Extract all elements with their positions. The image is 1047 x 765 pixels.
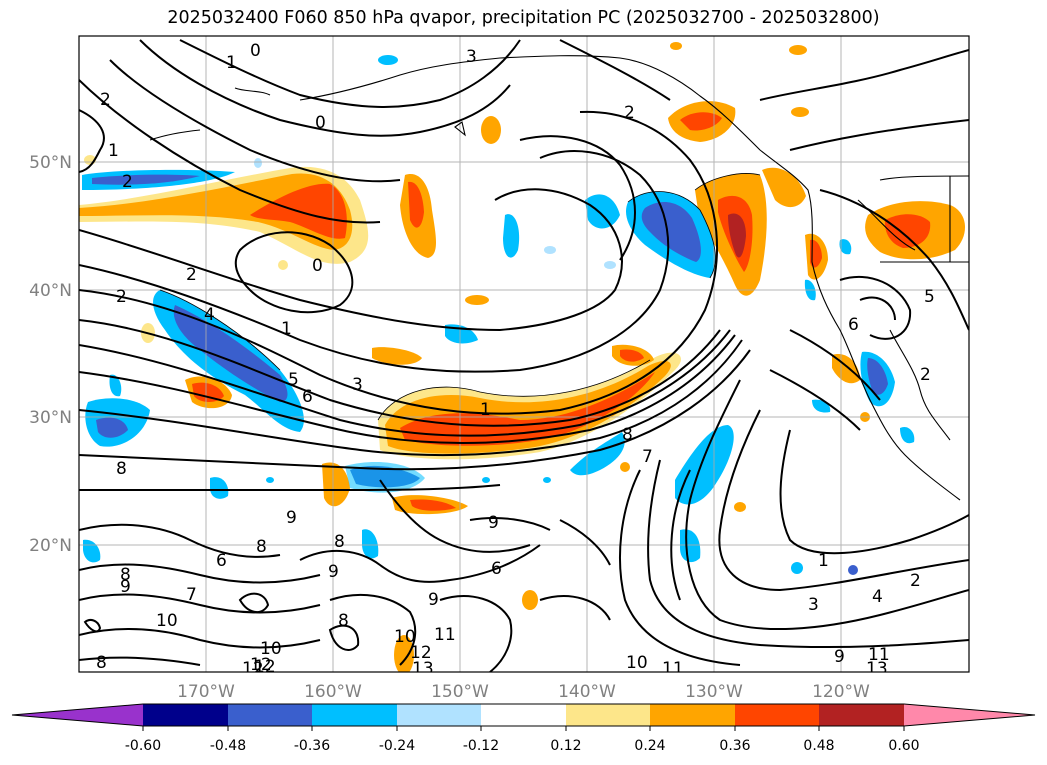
contour-label: 8: [120, 565, 131, 585]
map-plot-area: 0 1 2 3 2 1 2 0 2 1 0 2 3 4 5 6 8 9 8 6 …: [79, 36, 969, 679]
contour-label: 8: [338, 611, 349, 631]
precip-shading: [79, 42, 966, 672]
contour-label: 9: [286, 508, 297, 528]
contour-label: 7: [186, 585, 197, 605]
contour-label: 7: [642, 447, 653, 467]
contour-label: 0: [315, 113, 326, 133]
lon-label-170w: 170°W: [177, 682, 235, 702]
colorbar: -0.60 -0.48 -0.36 -0.24 -0.12 0.12 0.24 …: [11, 703, 1036, 754]
lat-label-20: 20°N: [29, 536, 72, 556]
contour-label: 1: [480, 400, 491, 420]
contour-label: 1: [108, 141, 119, 161]
colorbar-tick-label: 0.48: [803, 738, 834, 754]
lon-label-130w: 130°W: [685, 682, 743, 702]
map-frame: [78, 35, 970, 673]
contour-label: 9: [488, 513, 499, 533]
contour-label: 10: [260, 639, 282, 659]
contour-label: 0: [312, 256, 323, 276]
qvapor-thin-contours: [159, 173, 761, 421]
lat-label-50: 50°N: [29, 153, 72, 173]
contour-label: 2: [186, 265, 197, 285]
contour-label: 12: [242, 659, 264, 679]
contour-label: 1: [226, 53, 237, 73]
contour-label: 5: [288, 370, 299, 390]
contour-label: 11: [868, 645, 890, 665]
colorbar-bin: [228, 704, 312, 726]
colorbar-extend-low: [12, 704, 143, 726]
colorbar-bin: [143, 704, 228, 726]
colorbar-bin: [481, 704, 566, 726]
lon-label-150w: 150°W: [431, 682, 489, 702]
contour-label: 9: [120, 577, 131, 597]
colorbar-tick-label: -0.36: [294, 738, 330, 754]
longitude-labels: 170°W 160°W 150°W 140°W 130°W 120°W: [177, 682, 870, 702]
colorbar-tick-label: -0.48: [210, 738, 246, 754]
lat-label-30: 30°N: [29, 408, 72, 428]
contour-label: 8: [116, 459, 127, 479]
contour-label: 11: [662, 659, 684, 679]
colorbar-tick-label: 0.24: [634, 738, 665, 754]
colorbar-extend-high: [904, 704, 1035, 726]
contour-label: 8: [334, 532, 345, 552]
colorbar-bin: [650, 704, 735, 726]
contour-label: 11: [434, 625, 456, 645]
colorbar-bin: [312, 704, 397, 726]
contour-label: 12: [410, 643, 432, 663]
contour-label: 12: [250, 655, 272, 675]
colorbar-tick-label: 0.36: [719, 738, 750, 754]
contour-label: 3: [352, 375, 363, 395]
contour-label: 2: [100, 90, 111, 110]
colorbar-tick-label: -0.12: [463, 738, 499, 754]
map-gridlines: [79, 36, 969, 672]
contour-label: 2: [122, 172, 133, 192]
qvapor-contours: [79, 39, 969, 672]
lon-label-120w: 120°W: [812, 682, 870, 702]
colorbar-bin: [819, 704, 904, 726]
contour-label: 4: [204, 305, 215, 325]
contour-label: 8: [96, 653, 107, 673]
colorbar-tick-label: 0.12: [550, 738, 581, 754]
contour-label: 3: [466, 47, 477, 67]
contour-label: 2: [910, 571, 921, 591]
lat-label-40: 40°N: [29, 281, 72, 301]
colorbar-tick-label: -0.60: [125, 738, 161, 754]
contour-label: 6: [302, 387, 313, 407]
lon-label-160w: 160°W: [304, 682, 362, 702]
contour-labels: 0 1 2 3 2 1 2 0 2 1 0 2 3 4 5 6 8 9 8 6 …: [96, 41, 935, 679]
contour-label: 0: [250, 41, 261, 61]
contour-label: 9: [428, 590, 439, 610]
map-title: 2025032400 F060 850 hPa qvapor, precipit…: [167, 8, 880, 28]
contour-label: 6: [491, 559, 502, 579]
contour-label: 13: [412, 659, 434, 679]
contour-label: 9: [834, 647, 845, 667]
contour-label: 3: [808, 595, 819, 615]
colorbar-tick-label: 0.60: [888, 738, 919, 754]
contour-label: 1: [281, 319, 292, 339]
contour-label: 2: [624, 103, 635, 123]
contour-label: 9: [328, 562, 339, 582]
contour-label: 13: [866, 659, 888, 679]
colorbar-bin: [735, 704, 819, 726]
colorbar-bin: [566, 704, 650, 726]
contour-label: 4: [872, 587, 883, 607]
contour-label: 2: [920, 365, 931, 385]
contour-label: 8: [622, 425, 633, 445]
contour-label: 10: [394, 627, 416, 647]
colorbar-bin: [397, 704, 481, 726]
contour-label: 10: [626, 653, 648, 673]
contour-label: 8: [256, 537, 267, 557]
coastlines: [149, 55, 969, 501]
contour-label: 5: [924, 287, 935, 307]
lon-label-140w: 140°W: [558, 682, 616, 702]
contour-label: 2: [116, 287, 127, 307]
colorbar-tick-label: -0.24: [379, 738, 415, 754]
contour-label: 6: [216, 551, 227, 571]
contour-label: 6: [848, 315, 859, 335]
latitude-labels: 20°N 30°N 40°N 50°N: [29, 153, 72, 556]
contour-label: 1: [818, 551, 829, 571]
contour-label: 10: [156, 611, 178, 631]
contour-label: 12: [254, 657, 276, 677]
